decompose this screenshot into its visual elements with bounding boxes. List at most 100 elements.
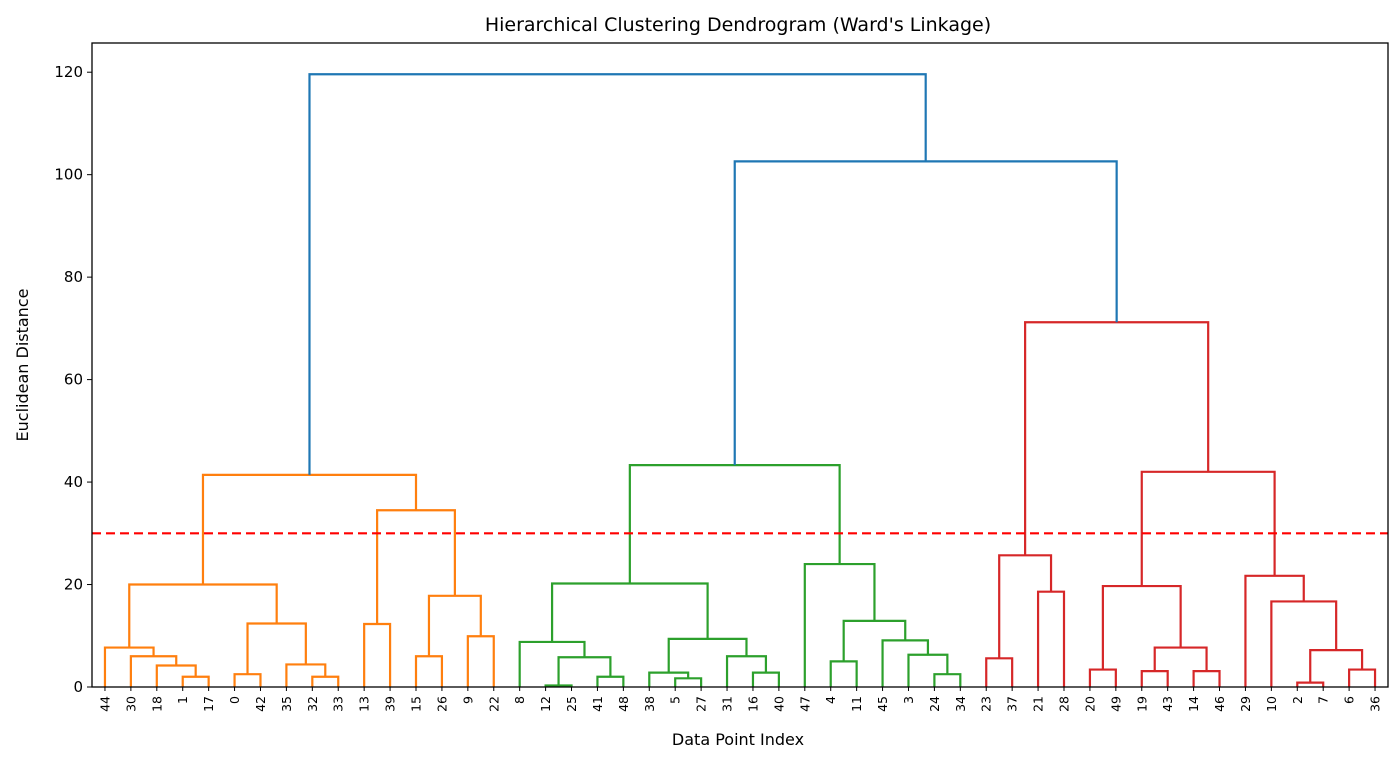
leaf-label: 29 bbox=[1238, 696, 1253, 712]
dendrogram-link bbox=[233, 673, 262, 687]
dendrogram-links bbox=[103, 73, 1377, 687]
leaf-label: 27 bbox=[694, 696, 709, 712]
leaf-label: 34 bbox=[953, 696, 968, 712]
leaf-label: 10 bbox=[1264, 696, 1279, 712]
x-axis-label: Data Point Index bbox=[672, 730, 804, 749]
plot-frame bbox=[91, 42, 1389, 688]
leaf-label: 36 bbox=[1368, 696, 1383, 712]
dendrogram-link bbox=[1348, 668, 1377, 687]
dendrogram-link bbox=[1088, 668, 1117, 687]
leaf-label: 23 bbox=[979, 696, 994, 712]
leaf-label: 49 bbox=[1108, 696, 1123, 712]
leaf-label: 7 bbox=[1316, 696, 1331, 704]
leaf-label: 30 bbox=[123, 696, 138, 712]
leaf-label: 0 bbox=[227, 696, 242, 704]
leaf-label: 25 bbox=[564, 696, 579, 712]
dendrogram-link bbox=[667, 637, 748, 673]
dendrogram-link bbox=[201, 473, 418, 585]
dendrogram-link bbox=[1244, 574, 1305, 687]
dendrogram-link bbox=[557, 656, 612, 686]
dendrogram-link bbox=[648, 671, 690, 687]
dendrogram-link bbox=[674, 677, 703, 687]
leaf-label: 14 bbox=[1186, 696, 1201, 712]
y-axis-label: Euclidean Distance bbox=[13, 289, 32, 442]
leaf-label: 40 bbox=[771, 696, 786, 712]
y-tick-label: 80 bbox=[64, 268, 83, 286]
leaf-label: 42 bbox=[253, 696, 268, 712]
leaf-labels: 44 30 18 1 17 0 42 35 32 33 13 39 15 26 9 22 8 12 25 41 48 38… bbox=[97, 687, 1383, 712]
chart-title: Hierarchical Clustering Dendrogram (Ward… bbox=[485, 14, 991, 36]
dendrogram-link bbox=[1270, 600, 1338, 687]
leaf-label: 41 bbox=[590, 696, 605, 712]
leaf-label: 20 bbox=[1082, 696, 1097, 712]
dendrogram-link bbox=[596, 675, 625, 687]
leaf-label: 46 bbox=[1212, 696, 1227, 712]
dendrogram-link bbox=[1296, 681, 1325, 687]
dendrogram-link bbox=[985, 657, 1014, 687]
dendrogram-link bbox=[628, 464, 841, 584]
y-tick-label: 120 bbox=[54, 63, 83, 81]
leaf-label: 16 bbox=[745, 696, 760, 712]
leaf-label: 37 bbox=[1005, 696, 1020, 712]
leaf-label: 4 bbox=[823, 696, 838, 704]
dendrogram-link bbox=[1101, 584, 1182, 670]
dendrogram-link bbox=[1153, 646, 1208, 672]
dendrogram-link bbox=[363, 622, 392, 687]
leaf-label: 15 bbox=[409, 696, 424, 712]
leaf-label: 38 bbox=[642, 696, 657, 712]
leaf-label: 3 bbox=[901, 696, 916, 704]
dendrogram-link bbox=[881, 639, 930, 687]
dendrogram-link bbox=[103, 646, 155, 687]
dendrogram-link bbox=[998, 554, 1053, 659]
y-axis-ticks: 0 20 40 60 80 100 120 bbox=[54, 63, 92, 696]
dendrogram-link bbox=[751, 671, 780, 687]
dendrogram-link bbox=[246, 622, 307, 675]
dendrogram-link bbox=[550, 582, 709, 642]
leaf-label: 8 bbox=[512, 696, 527, 704]
leaf-label: 19 bbox=[1134, 696, 1149, 712]
leaf-label: 22 bbox=[486, 696, 501, 712]
y-tick-label: 60 bbox=[64, 371, 83, 389]
leaf-label: 21 bbox=[1031, 696, 1046, 712]
dendrogram-link bbox=[427, 594, 482, 657]
dendrogram-link bbox=[1140, 470, 1276, 587]
leaf-label: 6 bbox=[1342, 696, 1357, 704]
leaf-label: 11 bbox=[849, 696, 864, 712]
dendrogram-link bbox=[733, 160, 1118, 466]
leaf-label: 1 bbox=[175, 696, 190, 704]
leaf-label: 48 bbox=[616, 696, 631, 712]
leaf-label: 39 bbox=[383, 696, 398, 712]
dendrogram-link bbox=[308, 73, 927, 475]
leaf-label: 28 bbox=[1057, 696, 1072, 712]
dendrogram-link bbox=[1140, 670, 1169, 687]
leaf-label: 43 bbox=[1160, 696, 1175, 712]
y-tick-label: 20 bbox=[64, 576, 83, 594]
dendrogram-link bbox=[311, 675, 340, 687]
leaf-label: 44 bbox=[97, 696, 112, 712]
y-tick-label: 0 bbox=[73, 678, 83, 696]
dendrogram-link bbox=[518, 640, 586, 687]
leaf-label: 24 bbox=[927, 696, 942, 712]
leaf-label: 9 bbox=[460, 696, 475, 704]
leaf-label: 35 bbox=[279, 696, 294, 712]
dendrogram-link bbox=[829, 660, 858, 687]
leaf-label: 13 bbox=[357, 696, 372, 712]
leaf-label: 47 bbox=[797, 696, 812, 712]
leaf-label: 31 bbox=[720, 696, 735, 712]
leaf-label: 2 bbox=[1290, 696, 1305, 704]
y-tick-label: 100 bbox=[54, 166, 83, 184]
y-tick-label: 40 bbox=[64, 473, 83, 491]
leaf-label: 18 bbox=[149, 696, 164, 712]
dendrogram-link bbox=[1309, 649, 1364, 683]
leaf-label: 33 bbox=[331, 696, 346, 712]
dendrogram-link bbox=[907, 653, 949, 687]
leaf-label: 5 bbox=[668, 696, 683, 704]
leaf-label: 17 bbox=[201, 696, 216, 712]
leaf-label: 26 bbox=[434, 696, 449, 712]
dendrogram-link bbox=[803, 562, 876, 687]
dendrogram-link bbox=[376, 509, 456, 624]
dendrogram-link bbox=[128, 583, 278, 648]
leaf-label: 12 bbox=[538, 696, 553, 712]
leaf-label: 32 bbox=[305, 696, 320, 712]
